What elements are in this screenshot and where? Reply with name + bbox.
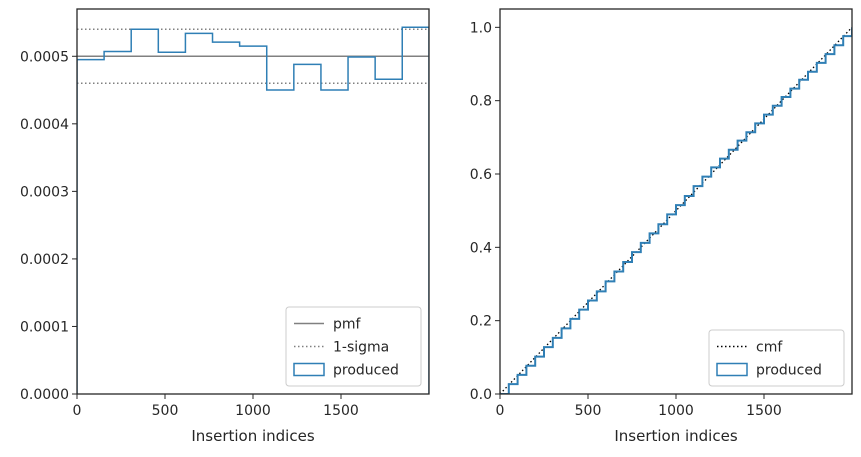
y-tick-label: 0.4	[470, 240, 492, 256]
y-tick-label: 1.0	[470, 20, 492, 36]
x-tick-label: 500	[575, 403, 602, 419]
y-tick-label: 0.0001	[20, 319, 69, 335]
y-tick-label: 0.0003	[20, 184, 69, 200]
x-tick-label: 0	[73, 403, 82, 419]
y-tick-label: 0.0004	[20, 117, 69, 133]
plot-frame	[499, 8, 853, 395]
x-axis-label: Insertion indices	[191, 427, 314, 445]
right-chart-panel: 0 500 1000 1500 0.0 0.2 0.4 0.6 0.8 1.0 Insertion …	[470, 8, 853, 445]
x-tick-label: 1500	[746, 403, 782, 419]
legend: cmf produced	[708, 329, 845, 387]
legend-label-produced: produced	[756, 363, 822, 379]
legend-swatch-produced	[293, 362, 325, 377]
x-tick-label: 0	[496, 403, 505, 419]
x-tick-label: 1000	[235, 403, 271, 419]
plot-area	[500, 26, 852, 394]
y-tick-label: 0.0002	[20, 252, 69, 268]
legend-label-cmf: cmf	[756, 340, 783, 356]
x-tick-label: 500	[152, 403, 179, 419]
produced-cumulative-line	[500, 27, 852, 394]
legend-box	[708, 329, 845, 387]
left-chart-panel: 0 500 1000 1500 0.0000 0.0001 0.0002 0.0003 0.00…	[20, 8, 430, 445]
y-tick-label: 0.2	[470, 314, 492, 330]
cmf-line	[500, 26, 852, 394]
x-tick-label: 1000	[658, 403, 694, 419]
produced-histogram	[77, 26, 429, 394]
legend-box	[285, 306, 422, 387]
x-axis-label: Insertion indices	[614, 427, 737, 445]
legend-label-1-sigma: 1-sigma	[333, 340, 389, 356]
legend: pmf 1-sigma produced	[285, 306, 422, 387]
plot-area	[77, 26, 429, 394]
y-tick-label: 0.8	[470, 94, 492, 110]
legend-label-produced: produced	[333, 363, 399, 379]
legend-label-pmf: pmf	[333, 317, 362, 333]
y-tick-label: 0.6	[470, 167, 492, 183]
y-tick-label: 0.0005	[20, 49, 69, 65]
y-tick-label: 0.0	[470, 387, 492, 403]
legend-swatch-produced	[716, 362, 748, 377]
x-tick-label: 1500	[323, 403, 359, 419]
y-tick-label: 0.0000	[20, 387, 69, 403]
plot-frame	[76, 8, 430, 395]
